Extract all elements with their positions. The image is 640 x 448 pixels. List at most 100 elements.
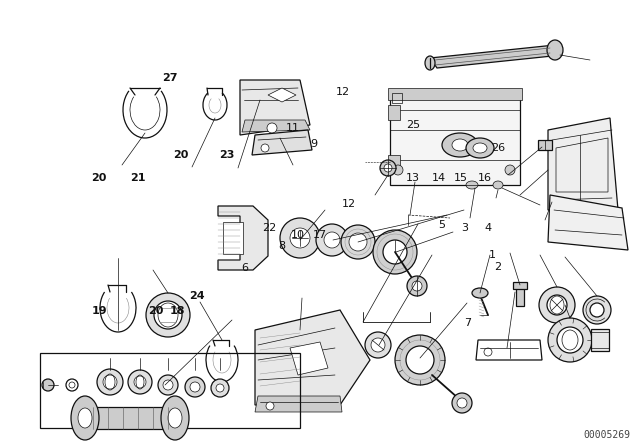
Polygon shape — [255, 396, 342, 412]
Text: 24: 24 — [189, 291, 205, 301]
Text: 00005269: 00005269 — [583, 430, 630, 440]
Ellipse shape — [442, 133, 478, 157]
Circle shape — [211, 379, 229, 397]
Ellipse shape — [472, 288, 488, 298]
Text: 15: 15 — [454, 173, 468, 183]
Text: 13: 13 — [406, 173, 420, 183]
Polygon shape — [388, 155, 400, 170]
Circle shape — [457, 398, 467, 408]
Circle shape — [324, 232, 340, 248]
Circle shape — [97, 369, 123, 395]
Ellipse shape — [547, 40, 563, 60]
Circle shape — [548, 318, 592, 362]
Circle shape — [266, 402, 274, 410]
Ellipse shape — [452, 139, 468, 151]
Circle shape — [383, 240, 407, 264]
Polygon shape — [548, 118, 618, 210]
Circle shape — [452, 393, 472, 413]
Circle shape — [557, 327, 583, 353]
Polygon shape — [548, 195, 628, 250]
Circle shape — [158, 375, 178, 395]
Polygon shape — [430, 45, 562, 68]
Circle shape — [412, 281, 422, 291]
Text: 1: 1 — [490, 250, 496, 260]
Circle shape — [371, 338, 385, 352]
Circle shape — [583, 296, 611, 324]
Text: 9: 9 — [310, 139, 317, 149]
Text: 26: 26 — [491, 143, 505, 153]
Circle shape — [406, 346, 434, 374]
Circle shape — [216, 384, 224, 392]
Circle shape — [128, 370, 152, 394]
Polygon shape — [255, 310, 370, 405]
Ellipse shape — [78, 408, 92, 428]
Text: 10: 10 — [291, 230, 305, 240]
Text: 20: 20 — [173, 150, 189, 159]
Polygon shape — [388, 88, 522, 100]
Circle shape — [407, 276, 427, 296]
Ellipse shape — [161, 396, 189, 440]
Ellipse shape — [71, 396, 99, 440]
Text: 11: 11 — [286, 123, 300, 133]
Ellipse shape — [425, 56, 435, 70]
Text: 7: 7 — [463, 318, 471, 327]
Circle shape — [539, 287, 575, 323]
Circle shape — [365, 332, 391, 358]
Bar — [538, 140, 552, 150]
Polygon shape — [268, 88, 296, 102]
Text: 14: 14 — [431, 173, 445, 183]
Circle shape — [146, 293, 190, 337]
Polygon shape — [223, 222, 243, 254]
Circle shape — [280, 218, 320, 258]
Text: 27: 27 — [162, 73, 177, 83]
Bar — [591, 329, 609, 351]
Text: 25: 25 — [406, 121, 420, 130]
Text: 2: 2 — [494, 262, 502, 271]
Ellipse shape — [393, 165, 403, 175]
Circle shape — [395, 335, 445, 385]
Text: 12: 12 — [335, 87, 349, 97]
Circle shape — [185, 377, 205, 397]
Circle shape — [341, 225, 375, 259]
Text: 21: 21 — [130, 173, 145, 183]
Polygon shape — [390, 90, 520, 185]
Circle shape — [384, 164, 392, 172]
Circle shape — [261, 144, 269, 152]
Polygon shape — [290, 342, 328, 375]
Text: 18: 18 — [170, 306, 186, 316]
Polygon shape — [388, 105, 400, 120]
Ellipse shape — [493, 181, 503, 189]
Circle shape — [380, 160, 396, 176]
Polygon shape — [240, 80, 310, 135]
Ellipse shape — [168, 408, 182, 428]
Circle shape — [134, 376, 146, 388]
Ellipse shape — [466, 181, 478, 189]
Circle shape — [547, 295, 567, 315]
Text: 20: 20 — [92, 173, 107, 183]
Text: 4: 4 — [484, 223, 492, 233]
Polygon shape — [218, 206, 268, 270]
Polygon shape — [242, 120, 310, 132]
Bar — [85, 407, 175, 429]
Text: 5: 5 — [438, 220, 445, 230]
Circle shape — [373, 230, 417, 274]
Circle shape — [267, 123, 277, 133]
Ellipse shape — [505, 165, 515, 175]
Circle shape — [42, 379, 54, 391]
Circle shape — [316, 224, 348, 256]
Text: 20: 20 — [148, 306, 163, 316]
Text: 3: 3 — [461, 224, 468, 233]
Circle shape — [349, 233, 367, 251]
Text: 17: 17 — [313, 230, 327, 240]
Ellipse shape — [466, 138, 494, 158]
Text: 8: 8 — [278, 241, 285, 250]
Bar — [516, 284, 524, 306]
Circle shape — [103, 375, 117, 389]
Text: 6: 6 — [242, 263, 248, 273]
Circle shape — [290, 228, 310, 248]
Bar — [513, 281, 527, 289]
Circle shape — [163, 380, 173, 390]
Text: 16: 16 — [478, 173, 492, 183]
Bar — [40, 353, 300, 427]
Polygon shape — [252, 130, 312, 155]
